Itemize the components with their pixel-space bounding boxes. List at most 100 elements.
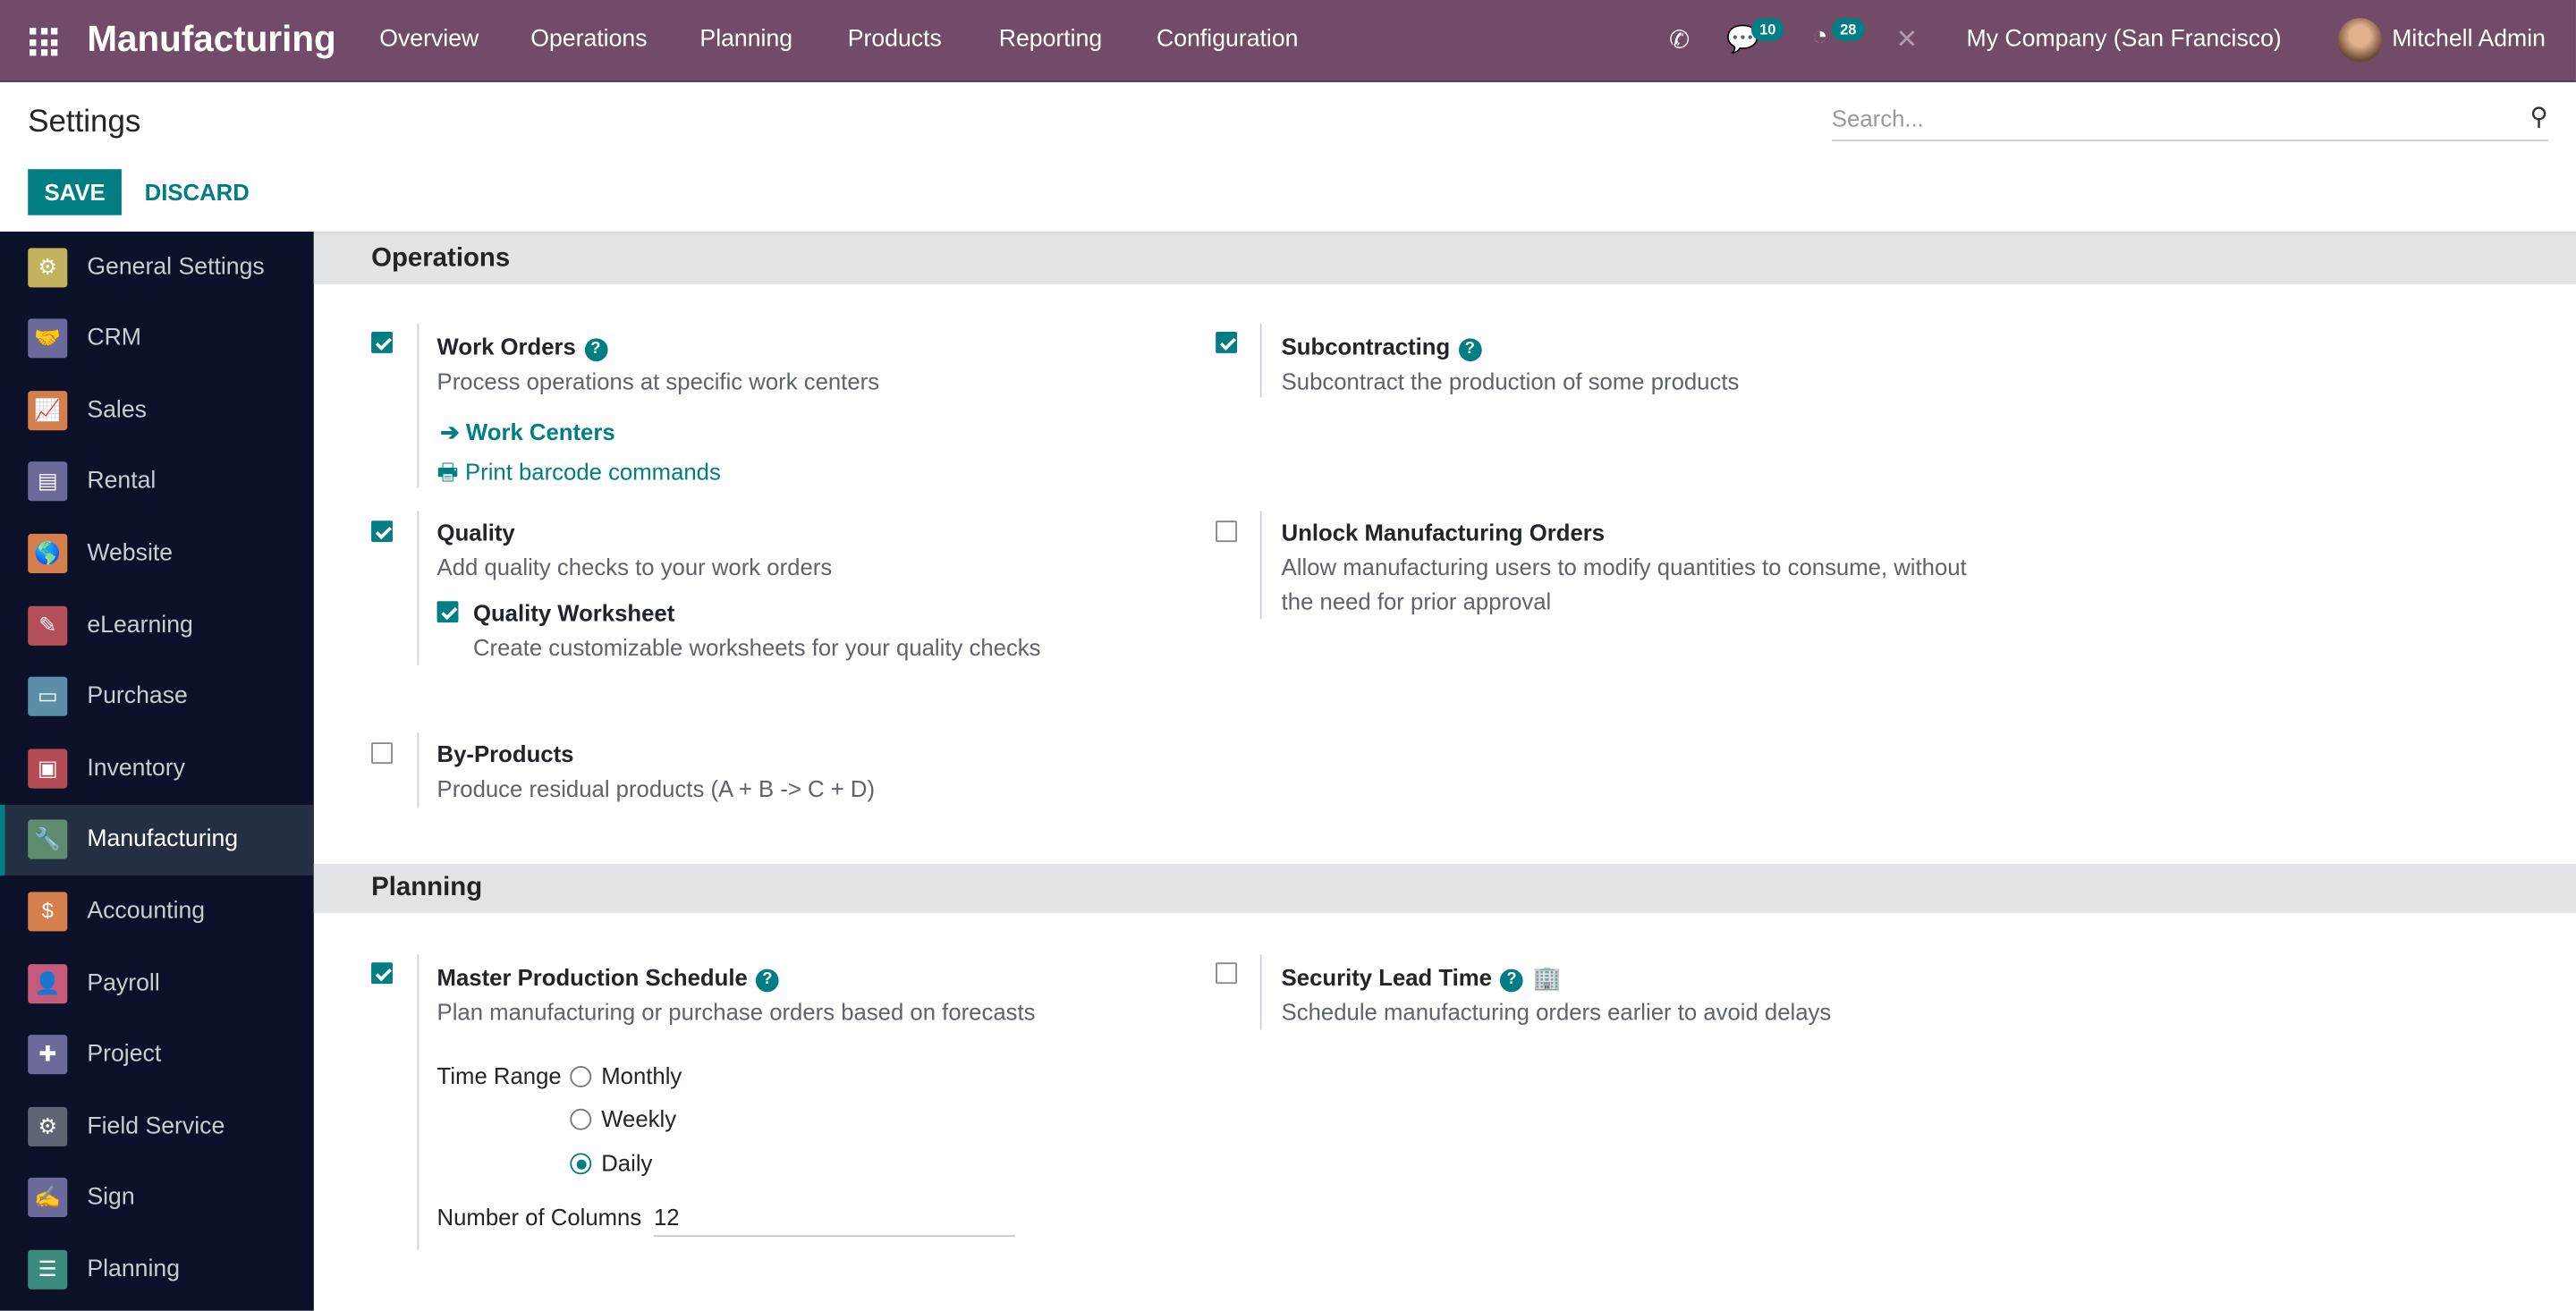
company-switcher[interactable]: My Company (San Francisco) — [1966, 26, 2282, 53]
menu-operations[interactable]: Operations — [530, 26, 648, 53]
sidebar-item-purchase[interactable]: ▭ Purchase — [0, 661, 314, 732]
sidebar-item-project[interactable]: ✚ Project — [0, 1019, 314, 1090]
sidebar-item-sign[interactable]: ✍ Sign — [0, 1163, 314, 1233]
sidebar-item-accounting[interactable]: $ Accounting — [0, 876, 314, 947]
sidebar-item-planning[interactable]: ☰ Planning — [0, 1234, 314, 1305]
sidebar-item-label: Website — [87, 540, 174, 567]
quality-checkbox[interactable] — [371, 520, 393, 543]
sidebar-item-label: eLearning — [87, 612, 193, 639]
radio-weekly-label[interactable]: Weekly — [601, 1105, 677, 1132]
discard-button[interactable]: DISCARD — [144, 179, 250, 206]
sidebar-item-label: Planning — [87, 1256, 181, 1283]
help-icon[interactable]: ? — [584, 338, 607, 362]
radio-daily[interactable] — [570, 1153, 592, 1175]
activity-clock-icon[interactable]: ◔ — [1811, 22, 1828, 51]
app-icon: ✍ — [28, 1178, 68, 1218]
app-icon: 🔧 — [28, 820, 68, 860]
divider — [417, 323, 419, 488]
sidebar-item-payroll[interactable]: 👤 Payroll — [0, 948, 314, 1019]
avatar[interactable] — [2337, 18, 2383, 63]
columns-input[interactable]: 12 — [654, 1201, 1016, 1238]
app-icon: 📈 — [28, 390, 68, 430]
radio-monthly[interactable] — [570, 1066, 592, 1087]
user-menu[interactable]: Mitchell Admin — [2392, 26, 2546, 53]
divider — [1259, 954, 1262, 1030]
work-orders-checkbox[interactable] — [371, 332, 393, 353]
sidebar-item-rental[interactable]: ▤ Rental — [0, 446, 314, 517]
radio-monthly-label[interactable]: Monthly — [601, 1062, 682, 1089]
quality-desc: Add quality checks to your work orders — [436, 553, 833, 580]
help-icon[interactable]: ? — [755, 968, 779, 993]
sidebar-item-crm[interactable]: 🤝 CRM — [0, 303, 314, 374]
lead-time-checkbox[interactable] — [1216, 962, 1238, 985]
app-icon: 🌎 — [28, 533, 68, 573]
sidebar-item-label: Manufacturing — [87, 826, 239, 853]
divider — [417, 511, 419, 665]
divider — [417, 732, 419, 808]
sidebar-item-website[interactable]: 🌎 Website — [0, 518, 314, 588]
printer-icon: 🖶 — [436, 458, 465, 485]
subcontracting-checkbox[interactable] — [1216, 332, 1238, 353]
radio-weekly[interactable] — [570, 1108, 592, 1130]
sidebar-item-label: Sign — [87, 1184, 135, 1212]
print-barcode-link[interactable]: 🖶 Print barcode commands — [436, 458, 721, 485]
menu-configuration[interactable]: Configuration — [1157, 26, 1299, 53]
quality-worksheet-checkbox[interactable] — [436, 601, 459, 623]
activities-badge: 28 — [1831, 18, 1865, 41]
quality-worksheet-desc: Create customizable worksheets for your … — [472, 633, 1041, 661]
save-button[interactable]: SAVE — [28, 169, 122, 216]
sidebar-item-general-settings[interactable]: ⚙ General Settings — [0, 232, 314, 302]
sidebar-item-label: General Settings — [87, 253, 265, 281]
arrow-right-icon: ➔ — [440, 419, 466, 445]
sidebar-item-label: Sales — [87, 396, 147, 424]
mps-checkbox[interactable] — [371, 962, 393, 985]
sidebar-item-sales[interactable]: 📈 Sales — [0, 375, 314, 445]
lead-time-desc: Schedule manufacturing orders earlier to… — [1281, 998, 1832, 1026]
byproducts-title: By-Products — [436, 740, 574, 767]
sidebar-item-manufacturing[interactable]: 🔧 Manufacturing — [0, 804, 314, 875]
sidebar-item-elearning[interactable]: ✎ eLearning — [0, 589, 314, 660]
app-icon: ⚙ — [28, 247, 68, 287]
page-title: Settings — [28, 105, 141, 140]
search-input[interactable]: Search... ⚲ — [1831, 98, 2548, 141]
app-title[interactable]: Manufacturing — [87, 18, 336, 60]
columns-label: Number of Columns — [436, 1204, 642, 1231]
divider — [1259, 323, 1262, 398]
search-icon[interactable]: ⚲ — [2529, 103, 2548, 131]
help-icon[interactable]: ? — [1458, 338, 1482, 362]
lead-time-title: Security Lead Time — [1281, 964, 1492, 991]
app-icon: ▣ — [28, 748, 68, 789]
sidebar-item-label: Accounting — [87, 898, 206, 925]
work-centers-link[interactable]: ➔ Work Centers — [440, 419, 615, 445]
divider — [417, 954, 419, 1250]
menu-planning[interactable]: Planning — [699, 26, 793, 53]
messages-badge: 10 — [1750, 18, 1784, 41]
apps-menu-icon[interactable] — [30, 28, 58, 56]
app-icon: 🤝 — [28, 318, 68, 359]
company-building-icon: 🏢 — [1532, 964, 1562, 991]
navbar: Manufacturing Overview Operations Planni… — [0, 0, 2576, 82]
byproducts-checkbox[interactable] — [371, 742, 393, 765]
radio-daily-label[interactable]: Daily — [601, 1149, 653, 1177]
unlock-mo-desc-2: the need for prior approval — [1281, 588, 1552, 614]
sidebar-item-field-service[interactable]: ⚙ Field Service — [0, 1091, 314, 1162]
app-icon: ☰ — [28, 1249, 68, 1290]
app-icon: ▭ — [28, 676, 68, 716]
help-icon[interactable]: ? — [1500, 968, 1523, 993]
menu-overview[interactable]: Overview — [379, 26, 479, 53]
sidebar-item-inventory[interactable]: ▣ Inventory — [0, 733, 314, 804]
section-operations: Operations — [313, 234, 2576, 284]
mps-title: Master Production Schedule — [436, 964, 748, 991]
app-icon: 👤 — [28, 963, 68, 1003]
debug-tools-icon[interactable]: ✕ — [1895, 26, 1919, 55]
menu-reporting[interactable]: Reporting — [998, 26, 1103, 53]
sidebar-item-label: Field Service — [87, 1112, 225, 1140]
unlock-mo-checkbox[interactable] — [1216, 520, 1238, 543]
subcontracting-title: Subcontracting — [1281, 333, 1451, 360]
mps-desc: Plan manufacturing or purchase orders ba… — [436, 998, 1036, 1026]
subcontracting-desc: Subcontract the production of some produ… — [1281, 368, 1740, 394]
time-range-label: Time Range — [436, 1062, 562, 1089]
phone-icon[interactable]: ✆ — [1669, 26, 1690, 55]
menu-products[interactable]: Products — [847, 26, 942, 53]
quality-title: Quality — [436, 519, 515, 546]
